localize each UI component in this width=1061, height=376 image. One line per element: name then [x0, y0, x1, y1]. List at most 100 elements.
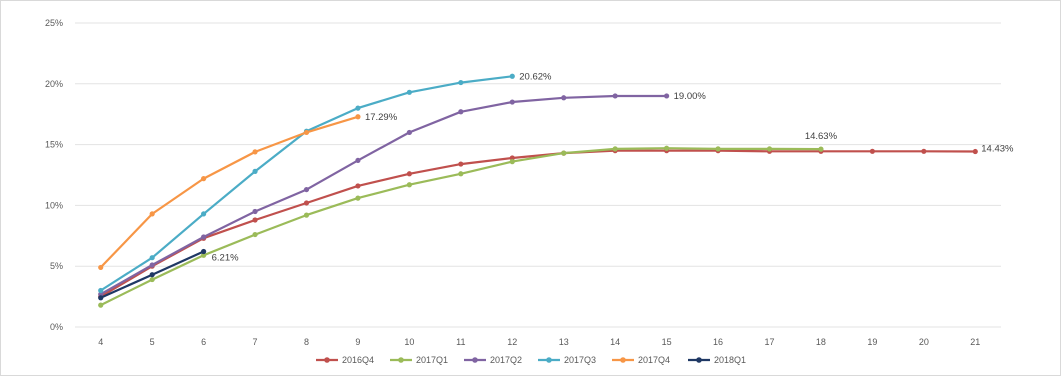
x-axis-ticks: 4 5 6 7 8 9 10 11 12 13 14 15 16 17 18 19 20 21: [98, 337, 980, 347]
x-tick-label: 4: [98, 337, 103, 347]
data-point: [509, 159, 515, 165]
series-2018Q1: [98, 248, 207, 301]
x-tick-label: 11: [456, 337, 465, 347]
y-tick-label: 15%: [45, 140, 63, 150]
data-point: [98, 264, 104, 271]
data-point: [252, 231, 258, 238]
x-tick-label: 19: [867, 337, 877, 347]
series-line: [99, 115, 359, 269]
series-2017Q1: [98, 145, 824, 308]
legend-item: 2017Q4: [612, 355, 670, 365]
gridlines: [75, 22, 1001, 328]
legend-marker: [620, 357, 626, 363]
data-point: [355, 183, 361, 189]
data-point: [252, 208, 258, 215]
x-tick-label: 6: [201, 337, 206, 347]
legend-label: 2018Q1: [714, 355, 746, 365]
data-point: [406, 89, 412, 95]
data-point: [612, 93, 618, 99]
data-point: [921, 148, 927, 154]
data-point: [252, 168, 258, 174]
data-point: [561, 95, 567, 101]
data-labels: 14.43% 14.63% 19.00% 20.62% 17.29% 6.21%: [212, 71, 1014, 263]
data-point: [715, 146, 721, 152]
y-tick-label: 25%: [45, 18, 63, 28]
series-line: [100, 94, 667, 296]
legend-label: 2017Q1: [416, 355, 448, 365]
y-tick-label: 0%: [50, 322, 63, 332]
legend-marker: [324, 357, 330, 363]
data-point: [355, 157, 361, 164]
data-point: [201, 252, 207, 258]
y-tick-label: 5%: [50, 261, 63, 271]
legend: 2016Q4 2017Q1 2017Q2 2017Q3 2017Q4 2018Q1: [316, 355, 746, 365]
legend-marker: [472, 357, 478, 363]
x-tick-label: 14: [610, 337, 620, 347]
legend-item: 2018Q1: [688, 355, 746, 365]
legend-item: 2017Q1: [390, 355, 448, 365]
x-tick-label: 9: [355, 337, 360, 347]
data-point: [252, 149, 258, 155]
data-point: [664, 93, 670, 99]
legend-item: 2017Q3: [538, 355, 596, 365]
data-point: [509, 155, 515, 161]
data-point: [98, 302, 104, 308]
legend-label: 2017Q2: [490, 355, 522, 365]
x-tick-label: 12: [507, 337, 517, 347]
legend-item: 2016Q4: [316, 355, 374, 365]
data-point: [201, 176, 207, 182]
data-label: 17.29%: [365, 112, 398, 123]
data-point: [355, 105, 361, 111]
data-point: [201, 234, 207, 240]
series-lines: [98, 73, 978, 308]
data-point: [509, 73, 515, 79]
legend-marker: [398, 357, 404, 363]
data-label: 14.63%: [805, 131, 838, 142]
data-point: [458, 109, 464, 115]
x-tick-label: 21: [970, 337, 980, 347]
x-tick-label: 13: [559, 337, 569, 347]
data-point: [869, 148, 875, 154]
x-tick-label: 17: [764, 337, 774, 347]
legend-label: 2016Q4: [342, 355, 374, 365]
x-tick-label: 10: [404, 337, 414, 347]
y-axis-ticks: 0% 5% 10% 15% 20% 25%: [45, 18, 63, 332]
x-tick-label: 7: [253, 337, 258, 347]
data-point: [818, 146, 824, 152]
data-point: [201, 248, 207, 255]
data-point: [98, 291, 104, 297]
legend-item: 2017Q2: [464, 355, 522, 365]
data-point: [355, 195, 361, 201]
data-label: 20.62%: [519, 71, 552, 82]
data-point: [612, 146, 618, 152]
data-label: 6.21%: [212, 252, 239, 263]
legend-marker: [696, 357, 702, 363]
y-tick-label: 10%: [45, 200, 63, 210]
data-point: [406, 182, 412, 188]
series-2017Q2: [98, 93, 670, 297]
series-line: [100, 149, 976, 298]
data-point: [149, 262, 155, 268]
data-point: [303, 200, 310, 206]
data-label: 19.00%: [674, 91, 707, 102]
data-point: [561, 150, 567, 156]
x-tick-label: 15: [662, 337, 672, 347]
data-point: [972, 148, 978, 155]
data-point: [406, 129, 412, 136]
data-point: [149, 255, 155, 261]
data-point: [98, 287, 104, 294]
data-point: [458, 161, 464, 167]
x-tick-label: 5: [150, 337, 155, 347]
data-point: [766, 146, 773, 152]
data-point: [303, 212, 310, 218]
x-tick-label: 16: [713, 337, 723, 347]
series-2017Q4: [98, 114, 361, 271]
x-tick-label: 8: [304, 337, 309, 347]
legend-label: 2017Q4: [638, 355, 670, 365]
data-point: [201, 211, 207, 217]
legend-label: 2017Q3: [564, 355, 596, 365]
data-point: [355, 114, 361, 120]
x-tick-label: 18: [816, 337, 826, 347]
